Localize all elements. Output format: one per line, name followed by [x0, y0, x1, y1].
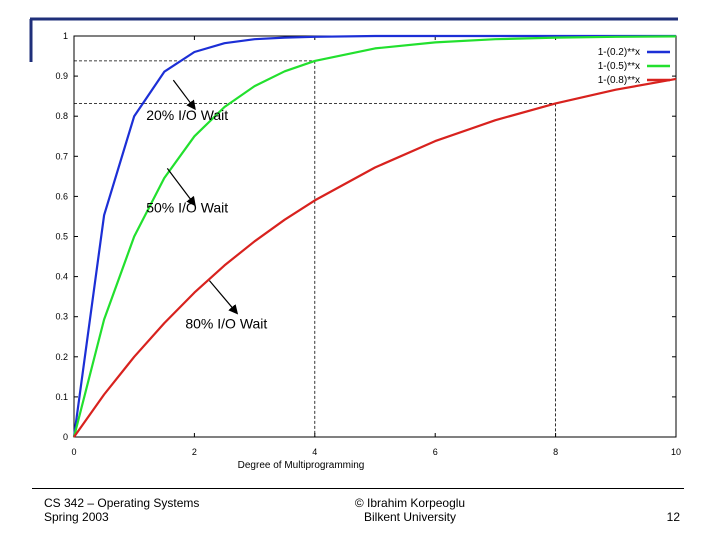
annotation-label-3: 80% I/O Wait: [185, 316, 267, 332]
footer-course-name: CS 342 – Operating Systems: [44, 496, 200, 510]
y-tick-label: 0.8: [55, 111, 68, 121]
footer-author: © Ibrahim Korpeoglu Bilkent University: [330, 496, 490, 524]
x-axis-title: Degree of Multiprogramming: [238, 460, 365, 471]
series-line-1: [72, 34, 676, 438]
footer-page-number: 12: [666, 510, 680, 524]
y-tick-label: 0.3: [55, 312, 68, 322]
y-tick-label: 0.6: [55, 191, 68, 201]
y-tick-label: 0.5: [55, 232, 68, 242]
legend-label-1: 1-(0.2)**x: [598, 47, 640, 58]
x-tick-label: 8: [553, 447, 558, 457]
x-tick-label: 6: [433, 447, 438, 457]
x-tick-label: 4: [312, 447, 317, 457]
annotation-label-2: 50% I/O Wait: [146, 199, 228, 215]
footer-institution: Bilkent University: [363, 510, 457, 524]
y-tick-label: 0: [63, 432, 68, 442]
y-tick-label: 0.1: [55, 392, 68, 402]
annotation-arrow-1: [172, 79, 196, 111]
legend-label-2: 1-(0.5)**x: [598, 61, 640, 72]
x-tick-label: 0: [71, 447, 76, 457]
legend-label-3: 1-(0.8)**x: [598, 75, 640, 86]
x-tick-label: 10: [671, 447, 681, 457]
y-tick-label: 0.7: [55, 151, 68, 161]
series-line-2: [72, 35, 677, 438]
annotation-arrow-2: [166, 167, 196, 207]
footer-divider: [32, 488, 684, 489]
y-tick-label: 1: [63, 31, 68, 41]
x-tick-label: 2: [192, 447, 197, 457]
footer-course: CS 342 – Operating Systems Spring 2003: [44, 496, 199, 524]
annotation-label-1: 20% I/O Wait: [146, 107, 228, 123]
y-tick-label: 0.2: [55, 352, 68, 362]
series-line-3: [73, 77, 677, 438]
y-tick-label: 0.4: [55, 272, 68, 282]
footer-term: Spring 2003: [44, 510, 109, 524]
annotation-arrow-3: [208, 280, 239, 315]
footer-author-name: © Ibrahim Korpeoglu: [354, 496, 466, 510]
y-tick-label: 0.9: [55, 71, 68, 81]
